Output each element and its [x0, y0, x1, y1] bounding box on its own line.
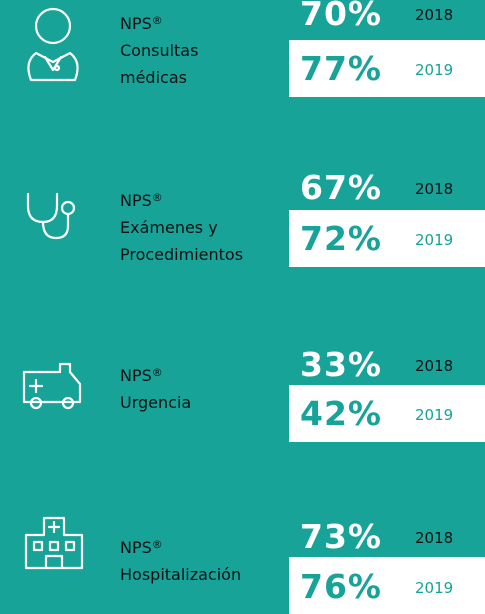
- white-box: [289, 40, 485, 97]
- year-label: 2018: [415, 529, 454, 547]
- percent-value: 67%: [300, 168, 382, 207]
- label-heading: NPS®: [120, 359, 191, 389]
- percent-value: 73%: [300, 517, 382, 556]
- label-heading: NPS®: [120, 184, 243, 214]
- hospital-icon: [24, 516, 84, 570]
- label-line: Procedimientos: [120, 245, 244, 264]
- registered-mark: ®: [151, 14, 163, 27]
- item-label: NPS® Consultas médicas: [120, 7, 198, 91]
- percent-value: 77%: [300, 49, 382, 88]
- registered-mark: ®: [151, 191, 163, 204]
- label-prefix: NPS: [120, 366, 152, 385]
- year-label: 2019: [415, 406, 454, 424]
- item-label: NPS® Urgencia: [120, 359, 191, 416]
- ambulance-icon: [22, 362, 82, 410]
- label-line: Urgencia: [120, 393, 192, 412]
- label-line: Consultas: [120, 41, 199, 60]
- registered-mark: ®: [151, 538, 163, 551]
- label-line: Exámenes y: [120, 218, 218, 237]
- doctor-icon: [27, 7, 79, 82]
- item-label: NPS® Hospitalización: [120, 531, 241, 588]
- white-box: [289, 385, 485, 442]
- percent-value: 72%: [300, 219, 382, 258]
- label-heading: NPS®: [120, 531, 241, 561]
- white-box: [289, 210, 485, 267]
- year-label: 2019: [415, 579, 454, 597]
- label-line: Hospitalización: [120, 565, 242, 584]
- item-label: NPS® Exámenes y Procedimientos: [120, 184, 243, 268]
- year-label: 2019: [415, 61, 454, 79]
- percent-value: 70%: [300, 0, 382, 33]
- percent-value: 76%: [300, 567, 382, 606]
- label-prefix: NPS: [120, 191, 152, 210]
- percent-value: 33%: [300, 345, 382, 384]
- white-box: [289, 557, 485, 614]
- year-label: 2018: [415, 6, 454, 24]
- label-line: médicas: [120, 68, 187, 87]
- label-heading: NPS®: [120, 7, 198, 37]
- stethoscope-icon: [26, 192, 76, 240]
- percent-value: 42%: [300, 394, 382, 433]
- label-prefix: NPS: [120, 14, 152, 33]
- year-label: 2019: [415, 231, 454, 249]
- label-prefix: NPS: [120, 538, 152, 557]
- year-label: 2018: [415, 180, 454, 198]
- registered-mark: ®: [151, 366, 163, 379]
- year-label: 2018: [415, 357, 454, 375]
